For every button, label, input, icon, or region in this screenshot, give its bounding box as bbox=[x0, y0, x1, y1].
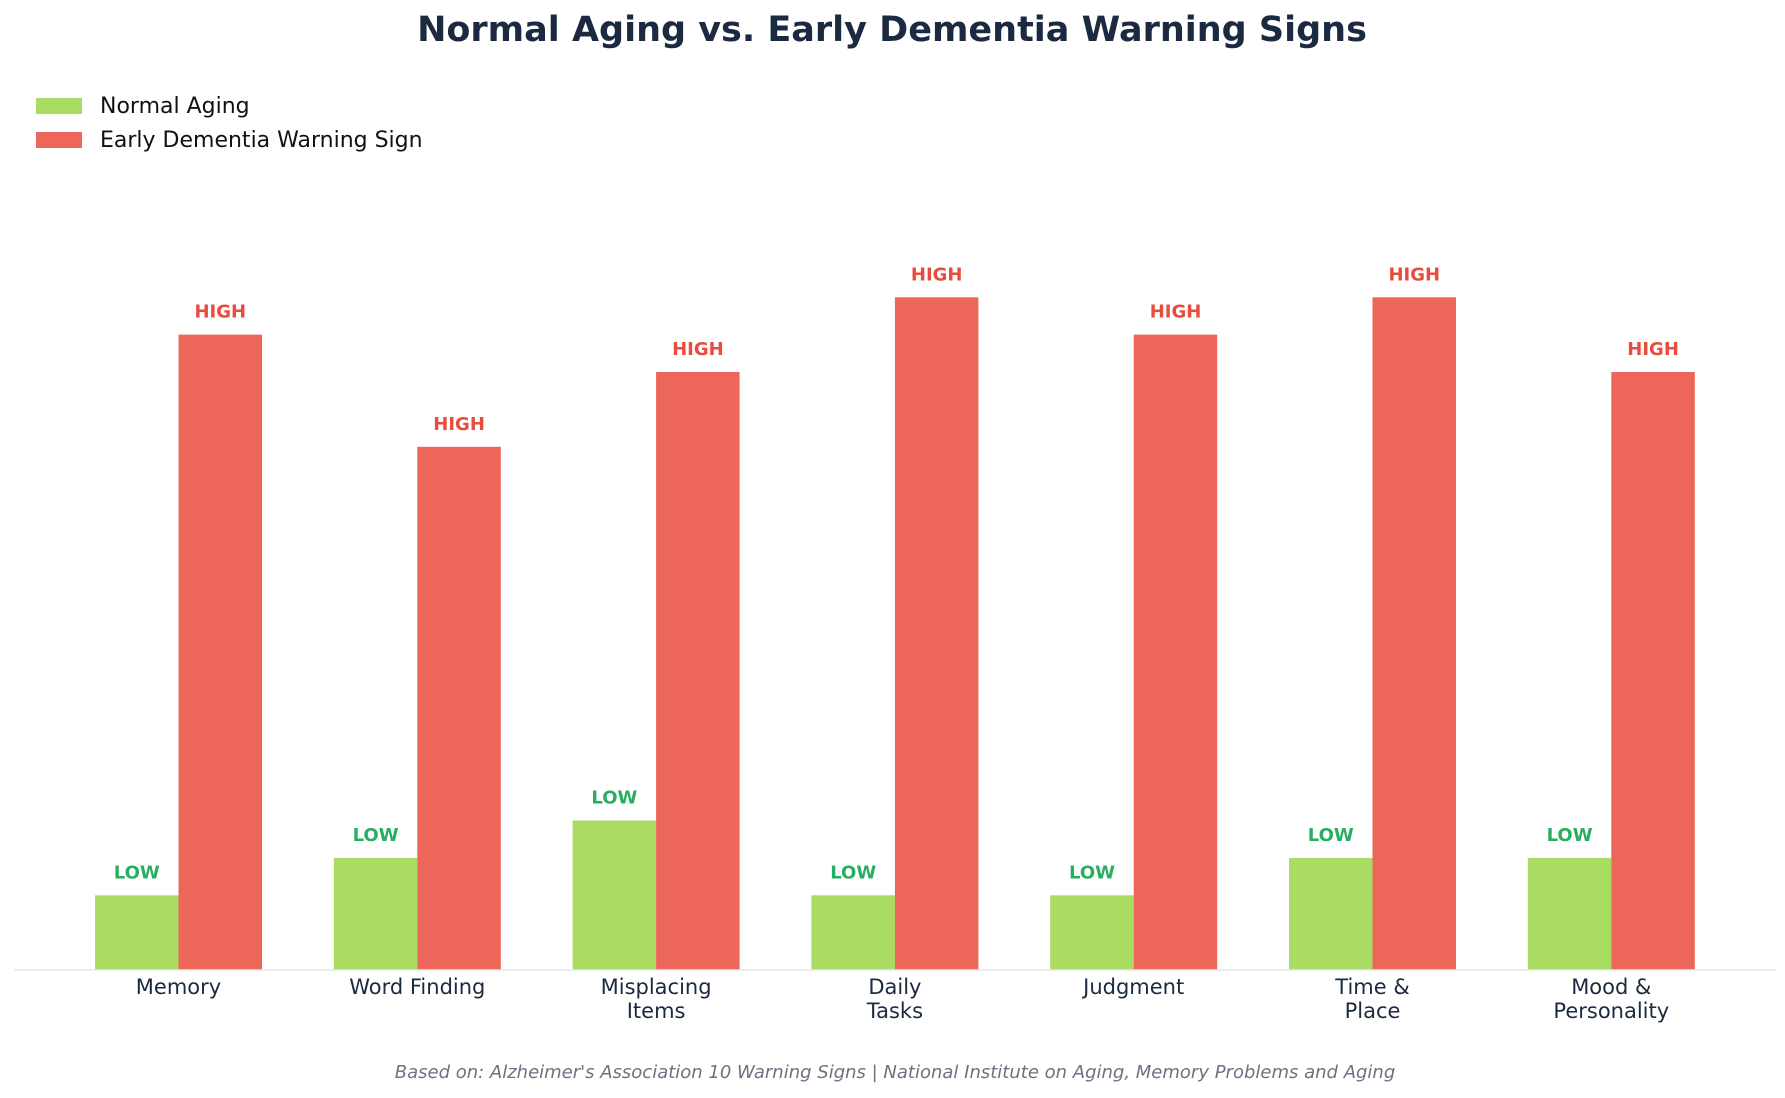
data-label-normal-5: LOW bbox=[1308, 825, 1354, 846]
legend-swatch-early-dementia bbox=[36, 132, 82, 148]
bar-dementia-6 bbox=[1611, 372, 1695, 970]
chart-title: Normal Aging vs. Early Dementia Warning … bbox=[417, 10, 1367, 50]
x-tick-label-2: Misplacing Items bbox=[601, 975, 712, 1023]
data-label-dementia-0: HIGH bbox=[194, 302, 246, 323]
x-tick-label-6: Mood & Personality bbox=[1553, 975, 1669, 1023]
x-tick-label-4: Judgment bbox=[1081, 975, 1184, 999]
bar-dementia-1 bbox=[417, 446, 501, 971]
bar-normal-0 bbox=[95, 895, 179, 971]
bars-group bbox=[95, 297, 1695, 971]
bar-normal-2 bbox=[572, 820, 657, 970]
bar-normal-5 bbox=[1289, 857, 1373, 970]
x-tick-label-5: Time & Place bbox=[1334, 975, 1409, 1023]
x-tick-line: Personality bbox=[1553, 999, 1669, 1023]
x-tick-label-0: Memory bbox=[136, 975, 221, 999]
x-tick-line: Daily bbox=[868, 975, 921, 999]
data-label-normal-2: LOW bbox=[591, 788, 637, 809]
bar-dementia-4 bbox=[1133, 334, 1218, 971]
bar-normal-4 bbox=[1050, 895, 1134, 971]
bar-normal-3 bbox=[811, 895, 895, 971]
legend: Normal Aging Early Dementia Warning Sign bbox=[36, 94, 423, 153]
data-label-dementia-5: HIGH bbox=[1388, 264, 1440, 285]
bar-dementia-5 bbox=[1372, 297, 1456, 971]
data-label-normal-0: LOW bbox=[114, 862, 160, 883]
bar-normal-1 bbox=[333, 857, 418, 970]
bar-dementia-0 bbox=[178, 334, 262, 971]
data-label-normal-6: LOW bbox=[1547, 825, 1593, 846]
footnote: Based on: Alzheimer's Association 10 War… bbox=[395, 1062, 1396, 1083]
data-label-dementia-3: HIGH bbox=[911, 264, 963, 285]
data-label-dementia-4: HIGH bbox=[1150, 302, 1202, 323]
x-tick-labels-group: Memory Word Finding Misplacing Items Daily Ta… bbox=[136, 975, 1669, 1023]
x-tick-line: Misplacing bbox=[601, 975, 712, 999]
data-label-normal-4: LOW bbox=[1069, 862, 1115, 883]
x-tick-line: Judgment bbox=[1081, 975, 1184, 999]
x-tick-line: Word Finding bbox=[349, 975, 485, 999]
legend-label-early-dementia: Early Dementia Warning Sign bbox=[100, 128, 423, 153]
data-label-dementia-6: HIGH bbox=[1627, 339, 1679, 360]
x-tick-label-1: Word Finding bbox=[349, 975, 485, 999]
x-tick-line: Memory bbox=[136, 975, 221, 999]
bar-dementia-3 bbox=[894, 297, 979, 971]
bar-dementia-2 bbox=[656, 372, 740, 970]
x-tick-line: Time & bbox=[1334, 975, 1409, 999]
x-tick-line: Place bbox=[1345, 999, 1401, 1023]
data-label-dementia-2: HIGH bbox=[672, 339, 724, 360]
x-tick-label-3: Daily Tasks bbox=[866, 975, 923, 1023]
legend-swatch-normal-aging bbox=[36, 98, 82, 114]
legend-label-normal-aging: Normal Aging bbox=[100, 94, 250, 119]
bar-normal-6 bbox=[1527, 857, 1612, 970]
x-tick-line: Tasks bbox=[866, 999, 923, 1023]
data-label-normal-3: LOW bbox=[830, 862, 876, 883]
x-tick-line: Mood & bbox=[1571, 975, 1651, 999]
x-tick-line: Items bbox=[627, 999, 686, 1023]
data-label-normal-1: LOW bbox=[353, 825, 399, 846]
data-labels-group: LOW HIGH LOW HIGH LOW HIGH LOW HIGH LOW HIGH LOW HI… bbox=[114, 264, 1679, 883]
data-label-dementia-1: HIGH bbox=[433, 414, 485, 435]
